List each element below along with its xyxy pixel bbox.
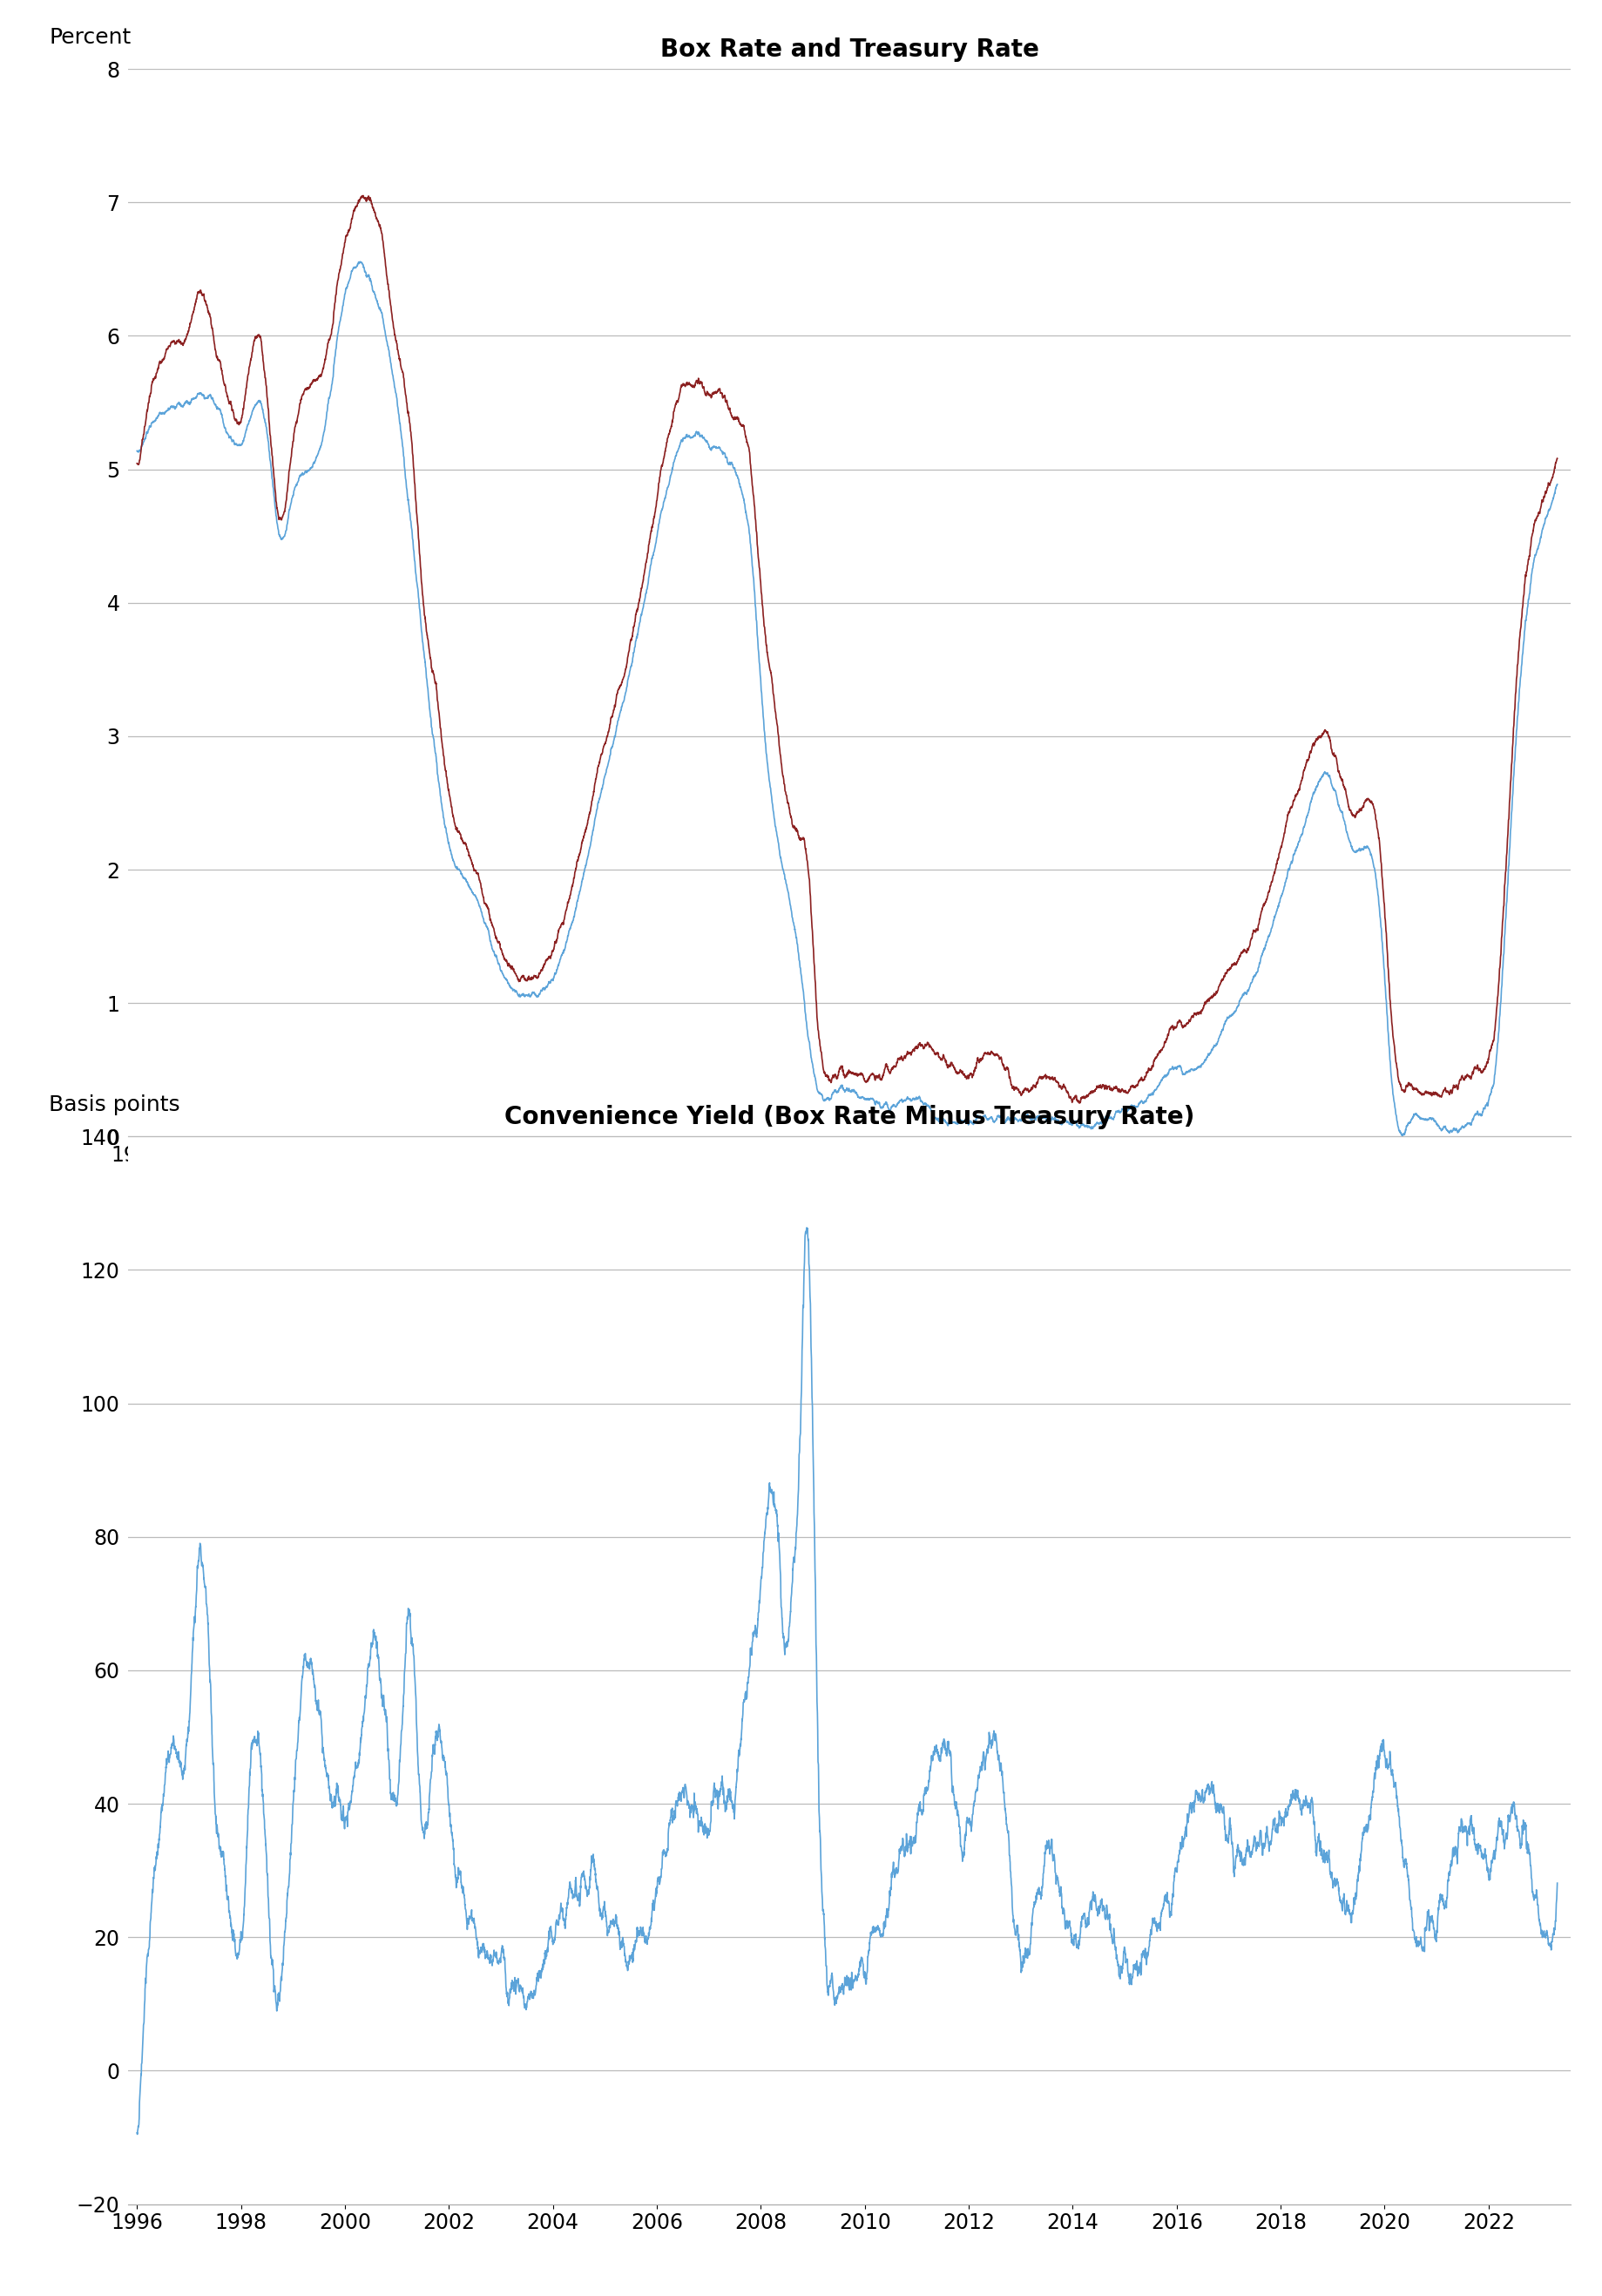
Legend: Box rate, Treasury rate: Box rate, Treasury rate	[665, 1231, 1033, 1254]
Text: Percent: Percent	[50, 28, 131, 48]
Title: Box Rate and Treasury Rate: Box Rate and Treasury Rate	[660, 37, 1038, 62]
Title: Convenience Yield (Box Rate Minus Treasury Rate): Convenience Yield (Box Rate Minus Treasu…	[505, 1104, 1193, 1130]
Text: Basis points: Basis points	[50, 1095, 179, 1116]
